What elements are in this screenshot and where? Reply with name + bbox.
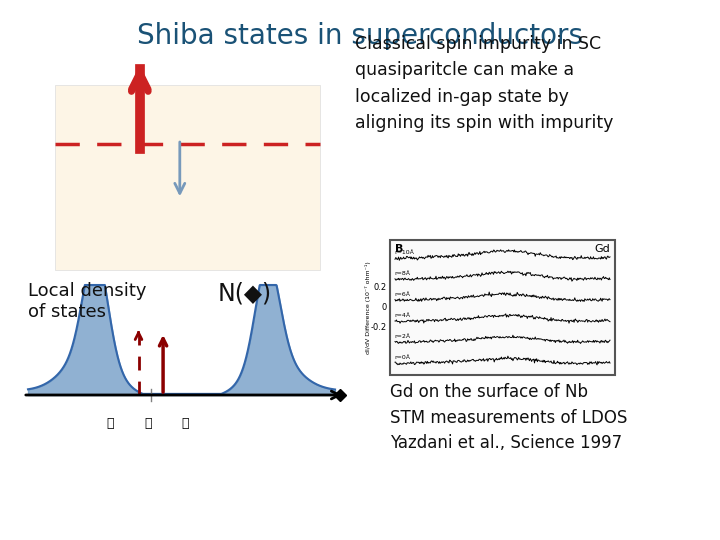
Text: B: B — [395, 244, 403, 254]
Text: 👎: 👎 — [145, 417, 152, 430]
Text: 0: 0 — [382, 303, 387, 312]
Text: dI/dV Difference (10⁻⁷ ohm⁻¹): dI/dV Difference (10⁻⁷ ohm⁻¹) — [365, 261, 371, 354]
Text: Local density
of states: Local density of states — [28, 282, 146, 321]
Text: 🏠: 🏠 — [107, 417, 114, 430]
Text: -0.2: -0.2 — [371, 323, 387, 332]
Text: Gd: Gd — [594, 244, 610, 254]
Text: r=6Å: r=6Å — [394, 292, 410, 297]
Text: 0.2: 0.2 — [374, 283, 387, 292]
Text: 👎: 👎 — [181, 417, 189, 430]
Text: Shiba states in superconductors: Shiba states in superconductors — [137, 22, 583, 50]
Text: Classical spin impurity in SC
quasiparitcle can make a
localized in-gap state by: Classical spin impurity in SC quasiparit… — [355, 35, 613, 132]
Text: r=8Å: r=8Å — [394, 271, 410, 276]
Text: r=2Å: r=2Å — [394, 334, 410, 339]
Bar — [390, 240, 615, 375]
Text: r=0Å: r=0Å — [394, 355, 410, 360]
Text: Gd on the surface of Nb
STM measurements of LDOS
Yazdani et al., Science 1997: Gd on the surface of Nb STM measurements… — [390, 383, 627, 453]
Text: r=10Å: r=10Å — [394, 250, 414, 255]
Text: N(◆): N(◆) — [218, 282, 272, 306]
Text: r=4Å: r=4Å — [394, 313, 410, 318]
Bar — [55, 85, 320, 270]
